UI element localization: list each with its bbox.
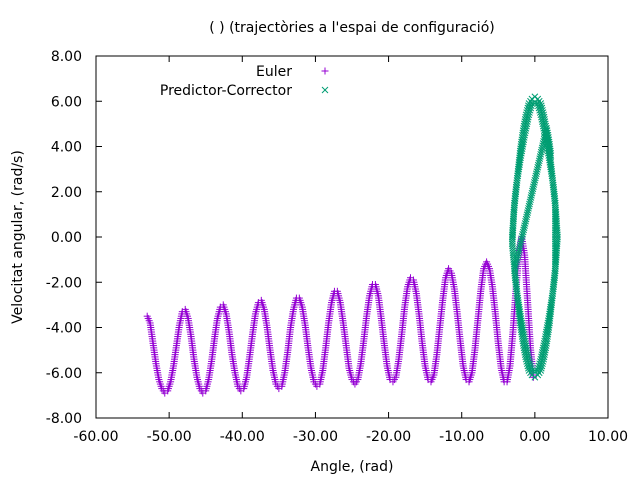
data-point-predictor-corrector <box>534 367 542 374</box>
data-point-predictor-corrector <box>547 152 555 159</box>
x-tick-label: -30.00 <box>293 429 338 445</box>
x-axis-ticks: -60.00 -50.00 -40.00 -30.00 -20.00 -10.00 0.00… <box>73 56 628 445</box>
legend-marker-plus <box>321 67 329 75</box>
y-tick-label: -4.00 <box>46 321 82 337</box>
data-point-predictor-corrector <box>535 364 542 372</box>
series-euler <box>143 233 537 397</box>
series-group <box>143 93 561 397</box>
x-tick-label: -60.00 <box>73 429 118 445</box>
y-tick-label: -8.00 <box>46 411 82 427</box>
x-tick-label: -40.00 <box>220 429 265 445</box>
data-point-predictor-corrector <box>528 100 536 107</box>
y-axis-ticks: -8.00 -6.00 -4.00 -2.00 0.00 2.00 4.00 6.00 8.00 <box>46 49 608 427</box>
x-tick-label: 10.00 <box>588 429 628 445</box>
x-tick-label: 0.00 <box>519 429 550 445</box>
x-tick-label: -50.00 <box>147 429 192 445</box>
data-point-predictor-corrector <box>527 102 535 110</box>
legend-label-predictor-corrector: Predictor-Corrector <box>160 83 292 99</box>
y-axis-title: Velocitat angular, (rad/s) <box>10 150 26 324</box>
y-tick-label: -6.00 <box>46 366 82 382</box>
y-tick-label: 0.00 <box>51 230 82 246</box>
x-tick-label: -20.00 <box>366 429 411 445</box>
legend: Euler Predictor-Corrector <box>160 64 329 99</box>
legend-marker-euler <box>321 67 329 75</box>
data-point-predictor-corrector <box>547 149 555 157</box>
legend-label-euler: Euler <box>256 64 292 80</box>
x-tick-label: -10.00 <box>439 429 484 445</box>
legend-marker-cross <box>321 86 329 94</box>
y-tick-label: 8.00 <box>51 49 82 65</box>
y-tick-label: 2.00 <box>51 185 82 201</box>
legend-marker-predictor-corrector <box>321 86 329 94</box>
y-tick-label: -2.00 <box>46 275 82 291</box>
x-axis-title: Angle, (rad) <box>311 459 394 475</box>
chart-title: ( ) (trajectòries a l'espai de configura… <box>209 20 494 36</box>
series-predictor-corrector <box>508 93 561 381</box>
y-tick-label: 4.00 <box>51 140 82 156</box>
y-tick-label: 6.00 <box>51 94 82 110</box>
